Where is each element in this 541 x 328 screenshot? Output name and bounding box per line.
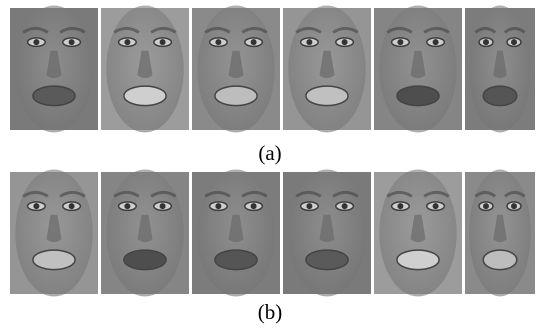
mouth bbox=[306, 250, 348, 270]
pupil bbox=[124, 39, 130, 45]
row-b-images bbox=[10, 170, 535, 297]
face-image bbox=[101, 170, 189, 297]
pupil bbox=[69, 203, 75, 209]
pupil bbox=[483, 203, 489, 209]
caption-a: (a) bbox=[258, 141, 281, 165]
pupil bbox=[483, 39, 489, 45]
face-image bbox=[374, 170, 462, 297]
pupil bbox=[69, 39, 75, 45]
mouth bbox=[124, 86, 166, 106]
pupil bbox=[433, 39, 439, 45]
pupil bbox=[124, 203, 130, 209]
face-image bbox=[465, 6, 535, 133]
pupil bbox=[215, 203, 221, 209]
mouth bbox=[483, 86, 517, 106]
pupil bbox=[33, 39, 39, 45]
face-image bbox=[10, 6, 98, 133]
caption-b: (b) bbox=[258, 300, 283, 324]
pupil bbox=[342, 39, 348, 45]
pupil bbox=[160, 203, 166, 209]
figure: (a) (b) bbox=[0, 0, 541, 328]
page: (a) (b) (() => { const data = JSON.parse… bbox=[0, 0, 541, 328]
mouth bbox=[33, 86, 75, 106]
pupil bbox=[433, 203, 439, 209]
mouth bbox=[306, 86, 348, 106]
pupil bbox=[511, 203, 517, 209]
face-image bbox=[10, 170, 98, 297]
face-image bbox=[101, 6, 189, 133]
pupil bbox=[342, 203, 348, 209]
pupil bbox=[306, 203, 312, 209]
face-image bbox=[192, 170, 280, 297]
mouth bbox=[33, 250, 75, 270]
pupil bbox=[306, 39, 312, 45]
face-image bbox=[283, 170, 371, 297]
pupil bbox=[251, 39, 257, 45]
pupil bbox=[397, 39, 403, 45]
pupil bbox=[511, 39, 517, 45]
face-image bbox=[283, 6, 371, 133]
pupil bbox=[33, 203, 39, 209]
pupil bbox=[160, 39, 166, 45]
pupil bbox=[215, 39, 221, 45]
mouth bbox=[215, 250, 257, 270]
mouth bbox=[397, 250, 439, 270]
face-image bbox=[374, 6, 462, 133]
pupil bbox=[397, 203, 403, 209]
pupil bbox=[251, 203, 257, 209]
mouth bbox=[397, 86, 439, 106]
mouth bbox=[124, 250, 166, 270]
mouth bbox=[215, 86, 257, 106]
face-image bbox=[465, 170, 535, 297]
face-image bbox=[192, 6, 280, 133]
row-a-images bbox=[10, 6, 535, 133]
mouth bbox=[483, 250, 517, 270]
